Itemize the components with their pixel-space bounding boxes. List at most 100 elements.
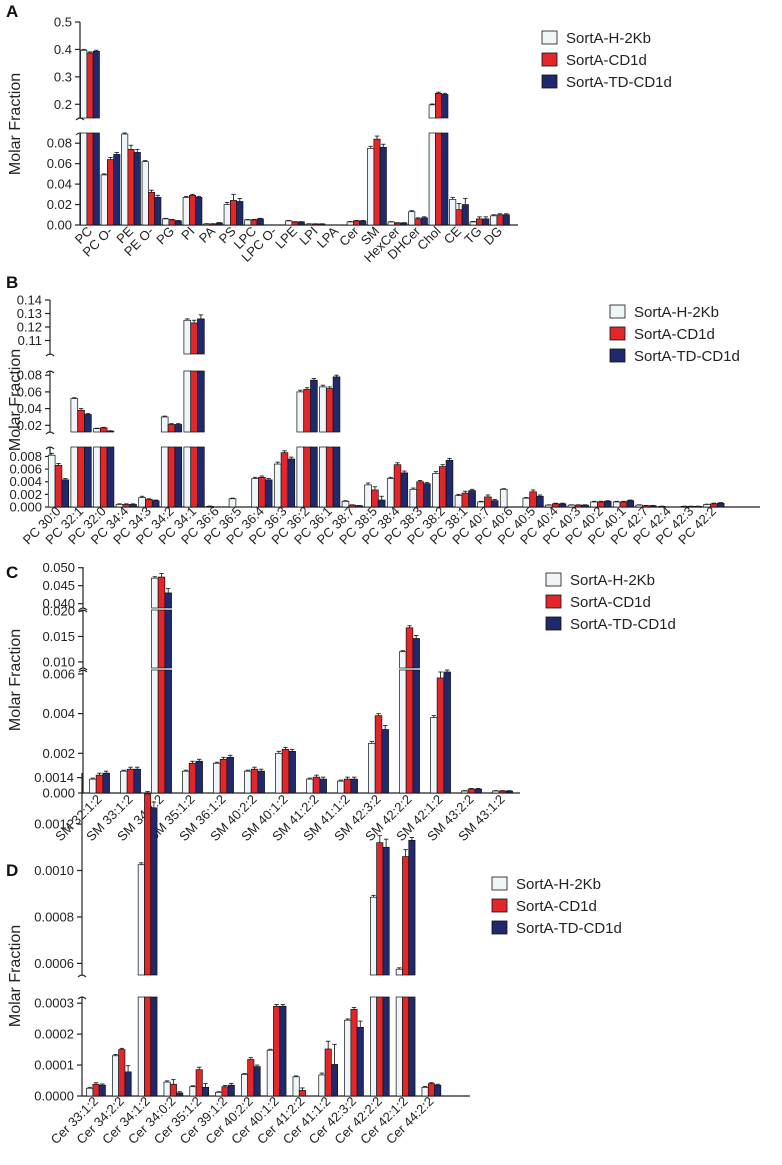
y-tick-label: 0.08: [47, 136, 72, 151]
bar-tdcd1d: [443, 671, 451, 794]
axis-break-mark: [78, 609, 88, 613]
bar-tdcd1d: [106, 430, 115, 433]
bar-h2kb: [266, 1049, 274, 1097]
y-axis-title: Molar Fraction: [7, 925, 24, 1027]
bar-cd1d: [416, 481, 424, 508]
bar-h2kb: [182, 197, 190, 226]
bar-tdcd1d: [288, 750, 296, 794]
bar-cd1d: [77, 409, 85, 433]
bar-tdcd1d: [319, 778, 327, 794]
legend-swatch-h2kb: [545, 572, 562, 587]
y-tick-label: 0.04: [47, 177, 72, 192]
bar-cd1d: [435, 132, 443, 226]
bar-tdcd1d: [310, 379, 318, 433]
bar-cd1d: [86, 132, 94, 226]
axis-break-mark: [45, 370, 55, 374]
bar-cd1d: [436, 677, 445, 794]
legend-swatch-tdcd1d: [541, 74, 558, 89]
bar-tdcd1d: [195, 197, 203, 226]
bar-tdcd1d: [92, 50, 100, 119]
panel-letter: B: [6, 273, 18, 292]
bar-tdcd1d: [164, 609, 172, 669]
bar-cd1d: [529, 491, 537, 508]
legend-swatch-h2kb: [491, 876, 508, 891]
bar-cd1d: [144, 793, 152, 976]
bar-cd1d: [280, 452, 289, 508]
bar-tdcd1d: [257, 770, 265, 794]
bar-h2kb: [100, 174, 108, 226]
bar-cd1d: [303, 446, 311, 508]
y-tick-label: 0.010: [42, 654, 75, 669]
bar-tdcd1d: [197, 370, 205, 433]
bar-tdcd1d: [502, 214, 510, 226]
bar-cd1d: [169, 1083, 177, 1097]
bar-cd1d: [167, 446, 176, 508]
bar-cd1d: [393, 464, 402, 508]
bar-cd1d: [710, 503, 718, 508]
bar-cd1d: [435, 92, 443, 119]
y-tick-label: 0.06: [47, 156, 72, 171]
bar-h2kb: [368, 743, 376, 794]
axis-break-mark: [78, 669, 88, 673]
bar-tdcd1d: [412, 669, 420, 794]
bar-tdcd1d: [423, 483, 431, 508]
bar-h2kb: [160, 416, 169, 433]
bar-h2kb: [251, 478, 259, 508]
bar-cd1d: [99, 446, 108, 508]
bar-tdcd1d: [227, 1084, 235, 1097]
bar-h2kb: [344, 1019, 352, 1097]
bar-cd1d: [258, 476, 266, 508]
bar-cd1d: [157, 576, 166, 609]
x-category-label: DG: [481, 224, 505, 248]
bar-tdcd1d: [420, 217, 428, 226]
bar-cd1d: [126, 768, 135, 794]
bar-tdcd1d: [84, 446, 92, 508]
bar-tdcd1d: [106, 446, 115, 508]
bar-cd1d: [157, 609, 166, 669]
bar-cd1d: [291, 221, 299, 226]
y-tick-label: 0.0008: [34, 909, 74, 924]
x-category-label: PG: [153, 224, 177, 248]
bar-cd1d: [127, 149, 135, 226]
bar-tdcd1d: [164, 592, 172, 609]
bar-cd1d: [190, 370, 198, 433]
bar-tdcd1d: [176, 1092, 184, 1097]
y-tick-label: 0.0012: [34, 817, 74, 832]
bar-cd1d: [250, 768, 259, 794]
bar-tdcd1d: [297, 221, 305, 226]
bar-cd1d: [402, 856, 410, 976]
bar-h2kb: [151, 577, 159, 609]
bar-h2kb: [370, 996, 378, 1097]
bar-cd1d: [484, 496, 492, 508]
bar-h2kb: [70, 398, 79, 433]
bar-tdcd1d: [102, 772, 110, 794]
axis-break-mark: [45, 446, 55, 450]
legend-label: SortA-TD-CD1d: [566, 74, 672, 91]
bar-cd1d: [405, 627, 414, 669]
legend-swatch-tdcd1d: [545, 616, 562, 631]
bar-h2kb: [137, 864, 145, 976]
bar-cd1d: [476, 218, 484, 226]
legend-swatch-h2kb: [541, 30, 558, 45]
y-axis-title: Molar Fraction: [7, 73, 24, 175]
legend-swatch-tdcd1d: [609, 348, 626, 363]
legend-label: SortA-CD1d: [566, 52, 647, 69]
y-tick-label: 0.002: [42, 746, 75, 761]
bar-h2kb: [399, 651, 407, 669]
y-tick-label: 0.02: [17, 418, 42, 433]
bar-cd1d: [188, 762, 197, 794]
y-tick-label: 0.11: [18, 333, 42, 348]
panel-c: C Molar Fraction 0.000 0.002 0.004 0.0060.010…: [6, 560, 676, 844]
bar-tdcd1d: [197, 446, 205, 508]
bar-h2kb: [432, 473, 440, 508]
axis-break-mark: [45, 431, 55, 435]
bar-tdcd1d: [490, 500, 499, 508]
bar-cd1d: [95, 774, 104, 794]
legend-swatch-cd1d: [491, 898, 508, 913]
bar-tdcd1d: [264, 479, 273, 508]
bar-h2kb: [141, 161, 149, 226]
bar-tdcd1d: [379, 146, 387, 226]
legend-label: SortA-TD-CD1d: [516, 920, 622, 937]
y-tick-label: 0.14: [17, 293, 42, 308]
